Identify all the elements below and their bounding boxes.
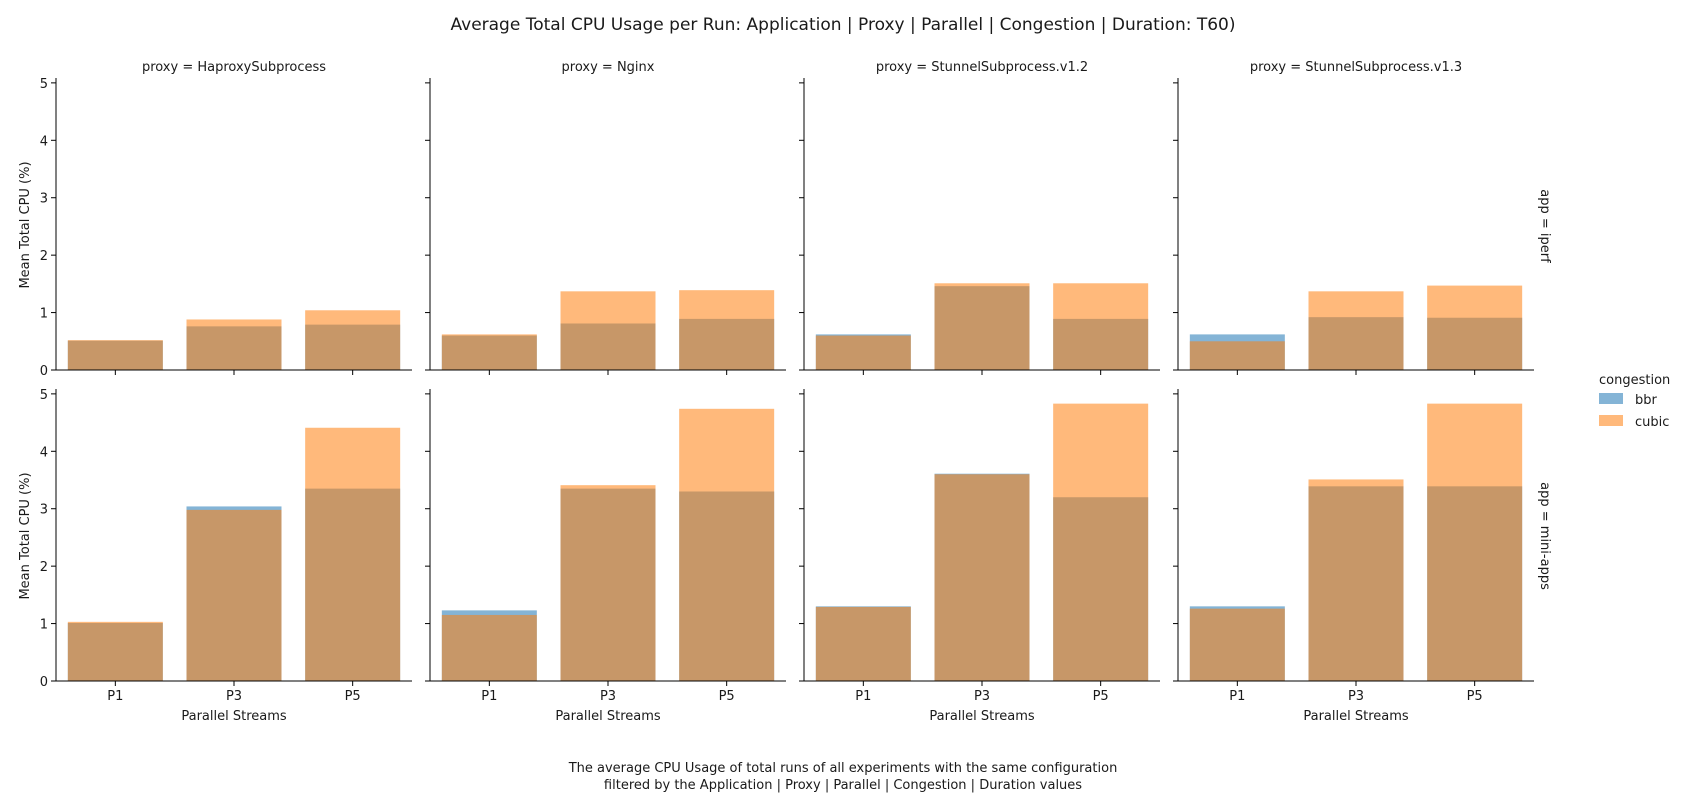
legend-label-bbr: bbr [1635,393,1658,408]
bar-cubic-P1-1-0 [67,621,163,681]
bar-cubic-P5-0-1 [679,290,775,370]
bar-cubic-P5-0-2 [1053,283,1149,370]
caption-line-2: filtered by the Application | Proxy | Pa… [604,778,1082,793]
panel-1-1: P1 P3 P5 Parallel Streams [425,389,786,724]
panel-1-0: 0 1 2 3 4 5 P1 P3 P5 Parallel Streams Mean Total C… [18,388,412,724]
y-tick-label: 1 [40,307,48,322]
y-tick-label: 5 [40,77,48,92]
facet-title-3: proxy = StunnelSubprocess.v1.3 [1250,60,1462,75]
bar-cubic-P3-1-3 [1308,479,1404,681]
chart-title: Average Total CPU Usage per Run: Applica… [451,15,1236,35]
x-tick-label-P3: P3 [226,689,242,704]
x-tick-label-P5: P5 [345,689,361,704]
x-tick-label-P3: P3 [974,689,990,704]
bar-cubic-P1-0-1 [441,334,537,370]
panel-1-2: P1 P3 P5 Parallel Streams [799,389,1160,724]
legend-title: congestion [1599,373,1670,388]
y-tick-label: 5 [40,388,48,403]
bar-cubic-P5-1-1 [679,408,775,681]
x-tick-label-P1: P1 [481,689,497,704]
bar-cubic-P3-0-1 [560,291,656,370]
legend-swatch-bbr [1599,393,1623,404]
bar-cubic-P1-0-3 [1189,341,1285,370]
bar-cubic-P1-0-0 [67,340,163,370]
facet-title-1: proxy = Nginx [562,60,655,75]
bar-cubic-P5-1-3 [1427,403,1523,681]
bar-cubic-P3-0-0 [186,319,282,370]
bar-cubic-P5-0-3 [1427,285,1523,370]
x-axis-label: Parallel Streams [1303,709,1409,724]
bar-cubic-P3-0-3 [1308,291,1404,370]
facet-panels: proxy = HaproxySubprocess 0 1 2 3 4 5 Mean Tota… [18,60,1534,724]
bar-cubic-P3-0-2 [934,283,1030,370]
bar-cubic-P5-1-0 [305,427,401,681]
y-tick-label: 3 [40,503,48,518]
bar-cubic-P3-1-1 [560,485,656,681]
panel-0-3: proxy = StunnelSubprocess.v1.3 [1173,60,1534,375]
bar-cubic-P1-1-3 [1189,608,1285,681]
x-axis-label: Parallel Streams [181,709,287,724]
panel-0-0: proxy = HaproxySubprocess 0 1 2 3 4 5 Mean Tota… [18,60,412,379]
caption-line-1: The average CPU Usage of total runs of a… [568,761,1118,776]
y-tick-label: 1 [40,618,48,633]
y-tick-label: 3 [40,192,48,207]
bar-cubic-P5-1-2 [1053,403,1149,681]
legend: congestion bbr cubic [1599,373,1670,430]
y-tick-label: 2 [40,560,48,575]
row-label-iperf: app = iperf [1537,189,1552,263]
y-tick-label: 2 [40,249,48,264]
bar-cubic-P3-1-2 [934,474,1030,681]
x-tick-label-P3: P3 [600,689,616,704]
y-axis-label: Mean Total CPU (%) [18,472,33,599]
x-axis-label: Parallel Streams [555,709,661,724]
y-tick-label: 4 [40,445,48,460]
bar-cubic-P5-0-0 [305,310,401,370]
x-axis-label: Parallel Streams [929,709,1035,724]
x-tick-label-P5: P5 [719,689,735,704]
bar-cubic-P3-1-0 [186,509,282,681]
x-tick-label-P5: P5 [1467,689,1483,704]
panel-0-1: proxy = Nginx [425,60,786,375]
x-tick-label-P1: P1 [1229,689,1245,704]
x-tick-label-P5: P5 [1093,689,1109,704]
y-tick-label: 0 [40,675,48,690]
caption: The average CPU Usage of total runs of a… [568,761,1118,793]
bar-cubic-P1-1-1 [441,614,537,681]
facet-title-0: proxy = HaproxySubprocess [142,60,326,75]
row-labels: app = iperf app = mini-apps [1537,189,1552,590]
bar-cubic-P1-0-2 [815,335,911,370]
panel-1-3: P1 P3 P5 Parallel Streams [1173,389,1534,724]
x-tick-label-P1: P1 [855,689,871,704]
legend-swatch-cubic [1599,415,1623,426]
y-tick-label: 0 [40,364,48,379]
y-axis-label: Mean Total CPU (%) [18,161,33,288]
bar-cubic-P1-1-2 [815,606,911,681]
y-tick-label: 4 [40,134,48,149]
x-tick-label-P1: P1 [107,689,123,704]
row-label-mini-apps: app = mini-apps [1537,482,1552,590]
facet-title-2: proxy = StunnelSubprocess.v1.2 [876,60,1088,75]
legend-label-cubic: cubic [1635,415,1669,430]
x-tick-label-P3: P3 [1348,689,1364,704]
panel-0-2: proxy = StunnelSubprocess.v1.2 [799,60,1160,375]
